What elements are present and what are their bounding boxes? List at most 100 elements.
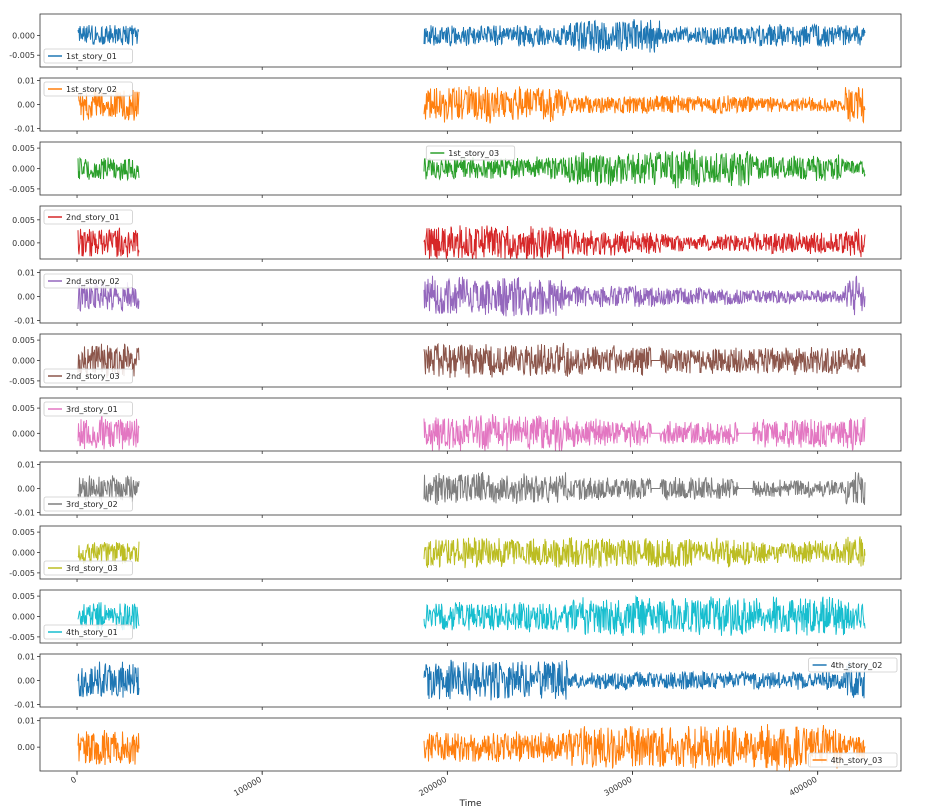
panel-2nd-story-03-legend-label: 2nd_story_03 <box>66 372 120 381</box>
panel-4th-story-03-line <box>77 724 866 771</box>
panel-4th-story-01-ytick-label: 0.000 <box>12 613 35 622</box>
panel-1st-story-01-legend: 1st_story_01 <box>43 48 133 64</box>
panel-1st-story-01-legend-box <box>43 48 133 64</box>
x-axis: 0 100000 200000 300000 400000 Time <box>69 771 819 809</box>
panel-1st-story-01-legend-label: 1st_story_01 <box>66 52 117 61</box>
x-axis-tick-label: 0 <box>69 775 78 785</box>
panel-2nd-story-02-ytick-label: -0.01 <box>14 317 35 326</box>
x-axis-tick-label: 400000 <box>788 775 819 798</box>
panel-2nd-story-03: 0.005 0.000 -0.005 2nd_story_03 <box>9 333 902 390</box>
panel-4th-story-01-line <box>77 594 866 636</box>
panel-4th-story-02: 0.01 0.00 -0.01 4th_story_02 <box>14 652 902 710</box>
panel-2nd-story-03-ytick-label: 0.000 <box>12 357 35 366</box>
panel-2nd-story-01-legend-label: 2nd_story_01 <box>66 213 120 222</box>
panel-1st-story-03-ytick-label: 0.005 <box>12 144 35 153</box>
panel-4th-story-03-ytick-label: 0.01 <box>17 717 35 726</box>
panel-4th-story-02-legend-label: 4th_story_02 <box>831 661 883 670</box>
panel-3rd-story-03-legend: 3rd_story_03 <box>43 560 133 576</box>
panel-1st-story-02-line <box>77 86 866 124</box>
panel-2nd-story-01-ytick-label: 0.000 <box>12 239 35 248</box>
panel-2nd-story-03-line <box>77 342 866 379</box>
panel-3rd-story-01-legend-box <box>43 401 133 417</box>
panel-2nd-story-03-ytick-label: -0.005 <box>9 377 35 386</box>
panel-1st-story-01: 0.000 -0.005 1st_story_01 <box>9 13 902 70</box>
panel-3rd-story-02-legend-box <box>43 496 133 512</box>
panel-4th-story-02-ytick-label: 0.00 <box>17 677 35 686</box>
panel-2nd-story-02-legend: 2nd_story_02 <box>43 273 133 289</box>
panel-2nd-story-01-frame <box>39 205 902 260</box>
panel-3rd-story-02-ytick-label: 0.00 <box>17 485 35 494</box>
panel-3rd-story-02-ytick-label: -0.01 <box>14 509 35 518</box>
panel-1st-story-02-frame <box>39 77 902 132</box>
panel-1st-story-02-legend: 1st_story_02 <box>43 81 133 97</box>
panel-4th-story-02-frame <box>39 653 902 708</box>
panel-3rd-story-01: 0.005 0.000 3rd_story_01 <box>12 397 902 454</box>
panel-3rd-story-03-ytick-label: 0.005 <box>12 528 35 537</box>
panel-1st-story-02-legend-label: 1st_story_02 <box>66 85 117 94</box>
panel-1st-story-02-legend-box <box>43 81 133 97</box>
panel-4th-story-03-frame <box>39 717 902 772</box>
panel-2nd-story-02-ytick-label: 0.01 <box>17 268 35 277</box>
panel-1st-story-03-ytick-label: 0.000 <box>12 165 35 174</box>
panel-2nd-story-01: 0.005 0.000 2nd_story_01 <box>12 205 902 262</box>
panel-4th-story-01-legend-box <box>43 624 133 640</box>
panel-4th-story-01: 0.005 0.000 -0.005 4th_story_01 <box>9 589 902 646</box>
panel-2nd-story-01-legend-box <box>43 209 133 225</box>
panel-1st-story-02: 0.01 0.00 -0.01 1st_story_02 <box>14 76 902 134</box>
panel-2nd-story-01-legend: 2nd_story_01 <box>43 209 133 225</box>
panel-3rd-story-01-legend-label: 3rd_story_01 <box>66 405 118 414</box>
panel-1st-story-01-ytick-label: -0.005 <box>9 51 35 60</box>
panel-3rd-story-03-ytick-label: 0.000 <box>12 549 35 558</box>
panel-3rd-story-02-legend: 3rd_story_02 <box>43 496 133 512</box>
x-axis-tick-label: 300000 <box>603 775 634 798</box>
panel-2nd-story-03-legend-box <box>43 368 133 384</box>
panel-4th-story-03-legend-label: 4th_story_03 <box>831 756 883 765</box>
panel-2nd-story-03-frame <box>39 333 902 388</box>
panel-1st-story-02-ytick-label: -0.01 <box>14 125 35 134</box>
panel-3rd-story-02-frame <box>39 461 902 516</box>
panel-4th-story-03-ytick-label: 0.00 <box>17 743 35 752</box>
panel-4th-story-02-line <box>77 659 866 701</box>
panel-1st-story-03-legend-label: 1st_story_03 <box>448 149 499 158</box>
x-axis-tick-label: 100000 <box>232 775 263 798</box>
panel-4th-story-02-legend: 4th_story_02 <box>808 657 898 673</box>
panel-2nd-story-02-line <box>77 275 866 317</box>
panel-3rd-story-01-ytick-label: 0.000 <box>12 429 35 438</box>
panel-2nd-story-02: 0.01 0.00 -0.01 2nd_story_02 <box>14 268 902 326</box>
panel-2nd-story-02-legend-label: 2nd_story_02 <box>66 277 120 286</box>
panel-2nd-story-03-ytick-label: 0.005 <box>12 336 35 345</box>
panel-3rd-story-03-ytick-label: -0.005 <box>9 569 35 578</box>
panel-4th-story-01-legend: 4th_story_01 <box>43 624 133 640</box>
panel-3rd-story-01-frame <box>39 397 902 452</box>
panel-3rd-story-01-ytick-label: 0.005 <box>12 404 35 413</box>
panel-1st-story-01-ytick-label: 0.000 <box>12 32 35 41</box>
panel-1st-story-02-ytick-label: 0.01 <box>17 76 35 85</box>
panel-2nd-story-01-ytick-label: 0.005 <box>12 216 35 225</box>
panel-2nd-story-02-frame <box>39 269 902 324</box>
panel-3rd-story-02: 0.01 0.00 -0.01 3rd_story_02 <box>14 460 902 518</box>
panel-3rd-story-01-line <box>77 414 866 451</box>
panel-1st-story-03-legend: 1st_story_03 <box>425 145 516 161</box>
panel-4th-story-01-ytick-label: 0.005 <box>12 592 35 601</box>
panel-3rd-story-03-frame <box>39 525 902 580</box>
panel-3rd-story-02-legend-label: 3rd_story_02 <box>66 500 118 509</box>
panel-1st-story-02-ytick-label: 0.00 <box>17 101 35 110</box>
panel-3rd-story-02-ytick-label: 0.01 <box>17 460 35 469</box>
panel-4th-story-01-legend-label: 4th_story_01 <box>66 628 118 637</box>
panel-3rd-story-02-line <box>77 472 866 506</box>
panel-2nd-story-02-ytick-label: 0.00 <box>17 293 35 302</box>
x-axis-tick-label: 200000 <box>417 775 448 798</box>
panel-1st-story-03-frame <box>39 141 902 196</box>
panel-2nd-story-03-legend: 2nd_story_03 <box>43 368 133 384</box>
panel-4th-story-02-legend-box <box>808 657 898 673</box>
panel-4th-story-03: 0.01 0.00 4th_story_03 <box>17 717 902 774</box>
panel-2nd-story-01-line <box>77 225 866 259</box>
panel-3rd-story-03: 0.005 0.000 -0.005 3rd_story_03 <box>9 525 902 582</box>
panel-4th-story-02-ytick-label: 0.01 <box>17 652 35 661</box>
panel-4th-story-03-legend-box <box>808 752 898 768</box>
panel-3rd-story-03-line <box>77 536 866 569</box>
subplot-panels: 0.000 -0.005 1st_story_01 0.01 0.00 -0.01 1st_… <box>9 13 902 774</box>
x-axis-label: Time <box>458 799 481 809</box>
panel-1st-story-03-legend-box <box>425 145 516 161</box>
panel-3rd-story-03-legend-box <box>43 560 133 576</box>
